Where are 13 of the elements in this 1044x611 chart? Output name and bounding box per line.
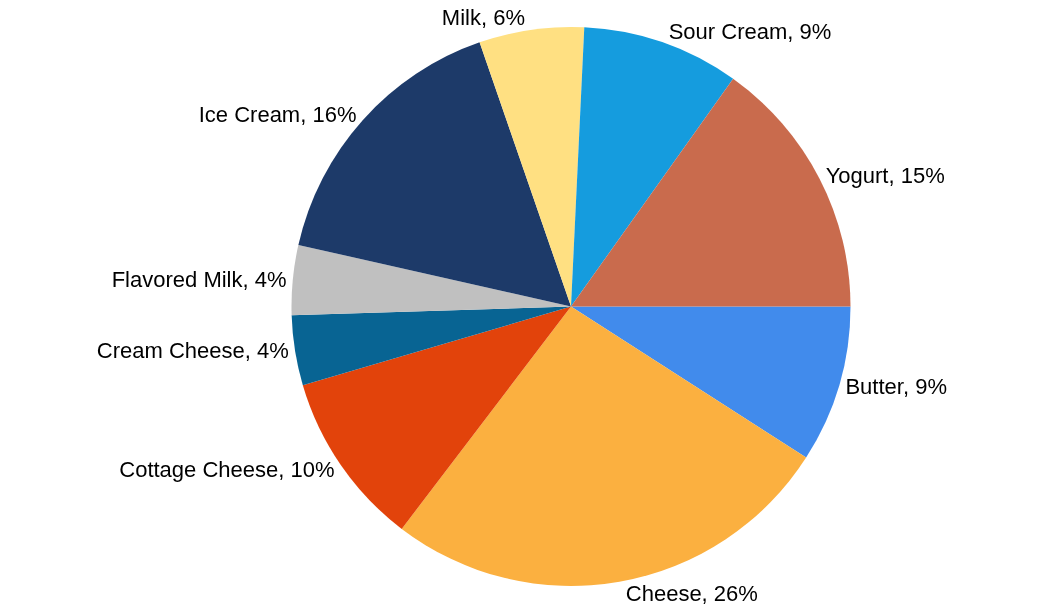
slice-label: Butter, 9% — [845, 373, 947, 399]
pie-slice — [479, 27, 585, 307]
slice-label: Ice Cream, 16% — [198, 102, 357, 128]
pie-slice — [401, 306, 807, 586]
slice-label: Sour Cream, 9% — [668, 18, 832, 44]
pie-slice — [291, 244, 571, 316]
slice-label: Yogurt, 15% — [825, 163, 945, 189]
slice-label: Cream Cheese, 4% — [96, 338, 289, 364]
slice-label: Milk, 6% — [441, 5, 525, 31]
pie-slice — [291, 306, 571, 386]
slice-label: Cheese, 26% — [625, 581, 758, 607]
slice-label: Cottage Cheese, 10% — [119, 456, 335, 482]
slice-label: Flavored Milk, 4% — [111, 267, 287, 293]
